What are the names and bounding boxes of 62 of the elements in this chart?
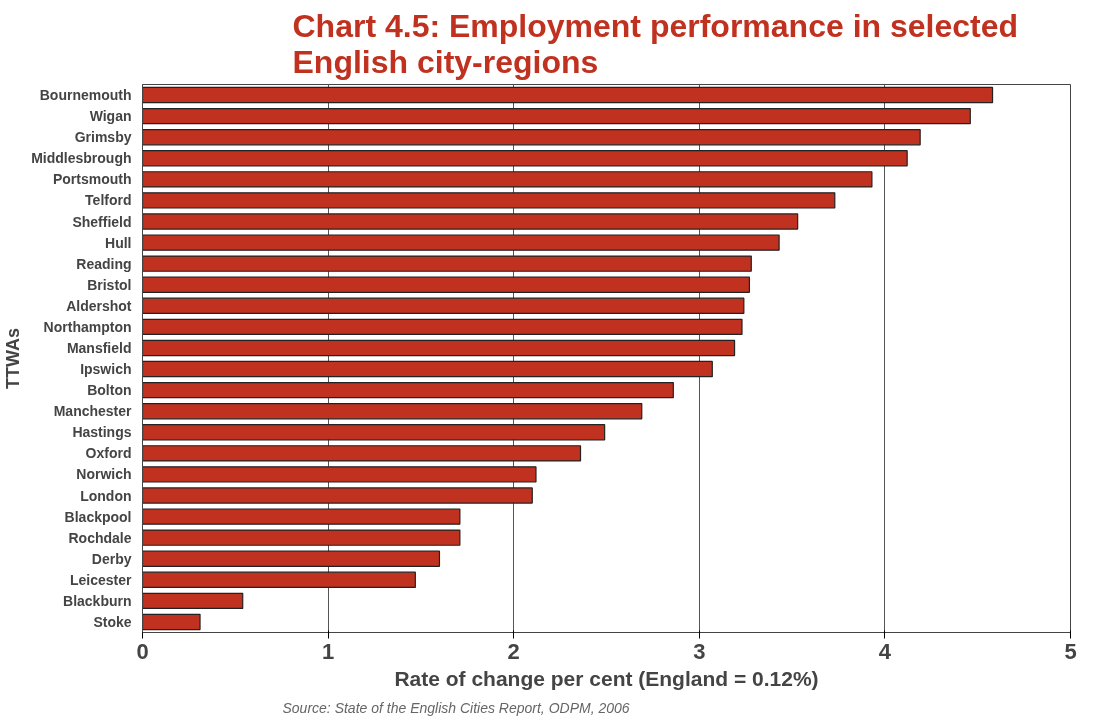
bar <box>142 318 743 336</box>
bar <box>142 592 244 610</box>
bar <box>142 297 745 314</box>
y-tick-label: Middlesbrough <box>31 150 132 167</box>
x-tick-label: 1 <box>321 638 335 664</box>
bar <box>142 192 836 209</box>
y-tick-label: Bristol <box>87 276 132 293</box>
y-tick-label: Bournemouth <box>39 87 132 104</box>
chart-title: Chart 4.5: Employment performance in selected English city-regions <box>292 7 1019 80</box>
x-tick-label: 3 <box>693 638 706 664</box>
y-tick-label: Blackpool <box>64 508 132 525</box>
y-tick-label: Sheffield <box>72 213 132 230</box>
y-tick-label: Grimsby <box>74 129 132 146</box>
bar <box>142 445 582 462</box>
x-tick-label: 5 <box>1064 638 1077 664</box>
y-tick-label: Rochdale <box>68 529 132 546</box>
y-tick-label: Reading <box>76 255 132 272</box>
bar <box>142 255 752 272</box>
bar <box>142 171 873 188</box>
x-tick-label: 0 <box>136 638 149 664</box>
y-tick-label: Wigan <box>89 108 132 125</box>
bar <box>142 487 533 504</box>
y-tick-label: Telford <box>85 192 132 209</box>
bar <box>142 234 780 251</box>
bar <box>142 276 751 293</box>
y-tick-label: Oxford <box>85 445 132 462</box>
bar <box>142 107 971 125</box>
y-tick-label: London <box>80 487 132 504</box>
bar <box>142 550 441 567</box>
bar <box>142 86 994 104</box>
bar <box>142 150 908 167</box>
y-tick-label: Portsmouth <box>52 171 132 188</box>
bar <box>142 424 606 441</box>
bar <box>142 529 461 546</box>
bar <box>142 339 736 357</box>
y-axis-title: TTWAs <box>3 328 24 389</box>
y-tick-label: Blackburn <box>63 592 132 609</box>
y-tick-label: Aldershot <box>66 297 132 314</box>
bar <box>142 571 416 588</box>
y-tick-label: Leicester <box>70 571 133 588</box>
y-tick-label: Norwich <box>76 466 132 483</box>
y-tick-label: Mansfield <box>66 339 132 356</box>
x-tick-label: 4 <box>878 638 892 664</box>
bar <box>142 613 201 631</box>
bar <box>142 213 799 230</box>
y-tick-label: Manchester <box>53 403 133 420</box>
bar <box>142 381 674 399</box>
y-tick-label: Bolton <box>87 382 132 399</box>
y-tick-label: Stoke <box>93 613 132 630</box>
y-tick-label: Hastings <box>72 424 132 441</box>
bar <box>142 466 537 483</box>
source-note: Source: State of the English Cities Report, ODPM, 2006 <box>282 699 630 716</box>
x-tick-label: 2 <box>507 638 520 664</box>
y-tick-label: Hull <box>105 234 132 251</box>
bar <box>142 403 643 420</box>
bar <box>142 129 921 146</box>
bar <box>142 360 713 378</box>
x-axis-title: Rate of change per cent (England = 0.12%) <box>394 666 819 690</box>
y-tick-label: Ipswich <box>80 361 132 378</box>
bar <box>142 508 461 525</box>
y-tick-label: Derby <box>91 550 132 567</box>
y-tick-label: Northampton <box>43 318 132 335</box>
